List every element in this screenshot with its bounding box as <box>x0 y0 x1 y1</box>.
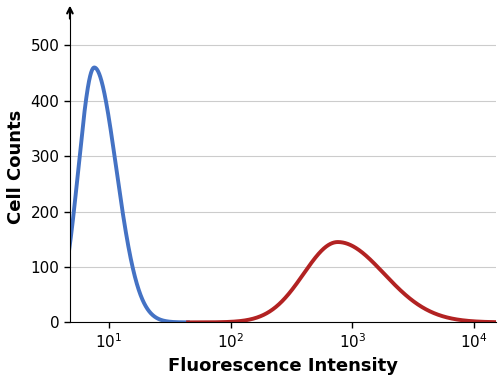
Y-axis label: Cell Counts: Cell Counts <box>7 110 25 224</box>
X-axis label: Fluorescence Intensity: Fluorescence Intensity <box>168 357 398 375</box>
